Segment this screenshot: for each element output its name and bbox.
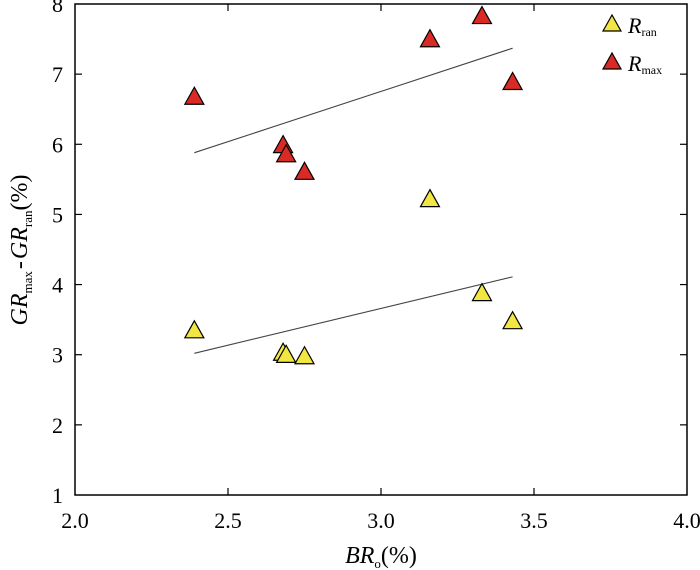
- x-axis-title-suffix: (%): [381, 543, 417, 569]
- data-point-R_ran: [293, 345, 316, 365]
- y-tick-label: 3: [52, 343, 63, 368]
- data-points: [183, 5, 524, 365]
- legend-item-max: Rmax: [601, 51, 662, 77]
- trendlines: [194, 47, 513, 354]
- legend-marker-ran: [601, 13, 623, 32]
- y-axis-title-mid: -: [7, 261, 33, 269]
- y-tick-label: 1: [52, 483, 63, 508]
- y-tick-label: 7: [52, 62, 63, 87]
- y-axis-title-suffix: (%): [7, 175, 33, 211]
- legend-label-max-main: R: [627, 51, 642, 76]
- data-point-R_max: [293, 161, 316, 180]
- y-axis-title: GRmax-GRran(%): [7, 175, 35, 326]
- y-tick-label: 8: [52, 0, 63, 17]
- data-point-R_ran: [502, 310, 524, 330]
- plot-area-frame: [74, 3, 688, 496]
- data-point-R_ran: [471, 282, 493, 302]
- x-axis-title: BRo(%): [345, 543, 417, 570]
- data-point-R_ran: [275, 344, 297, 363]
- legend-label-ran-main: R: [627, 13, 642, 38]
- data-point-R_max: [471, 5, 493, 25]
- y-tick-label: 4: [52, 273, 63, 298]
- y-axis-title-sub1: max: [20, 271, 35, 294]
- data-point-R_ran: [183, 319, 205, 339]
- y-tick-label: 6: [52, 132, 63, 157]
- y-axis-title-part1: GR: [7, 293, 33, 325]
- x-tick-label: 4.0: [673, 508, 700, 533]
- legend-label-ran: Rran: [627, 13, 657, 39]
- data-point-R_ran: [419, 188, 441, 208]
- y-axis-title-sub2: ran: [20, 210, 35, 227]
- legend-label-max: Rmax: [627, 51, 662, 77]
- legend-label-max-sub: max: [641, 63, 662, 77]
- data-point-R_max: [502, 71, 524, 91]
- trendline-R_max: [194, 47, 513, 154]
- trendline-R_ran: [194, 276, 513, 354]
- data-point-R_max: [275, 143, 297, 163]
- y-axis-title-part2: GR: [7, 227, 33, 259]
- data-point-R_max: [183, 86, 205, 105]
- data-point-R_max: [419, 28, 441, 48]
- legend: Rran Rmax: [601, 13, 662, 77]
- legend-marker-max: [601, 51, 623, 70]
- y-tick-label: 2: [52, 413, 63, 438]
- x-axis-title-main: BR: [345, 543, 375, 569]
- legend-item-ran: Rran: [601, 13, 657, 39]
- legend-label-ran-sub: ran: [641, 25, 656, 39]
- x-tick-label: 2.0: [61, 508, 89, 533]
- y-tick-label: 5: [52, 202, 63, 227]
- x-tick-label: 3.0: [367, 508, 395, 533]
- x-tick-label: 3.5: [520, 508, 548, 533]
- x-axis-title-sub: o: [374, 556, 381, 570]
- axis-ticks: 2.0 2.5 3.0 3.5 4.0 1 2 3 4 5 6 7 8: [52, 0, 700, 533]
- x-tick-label: 2.5: [214, 508, 242, 533]
